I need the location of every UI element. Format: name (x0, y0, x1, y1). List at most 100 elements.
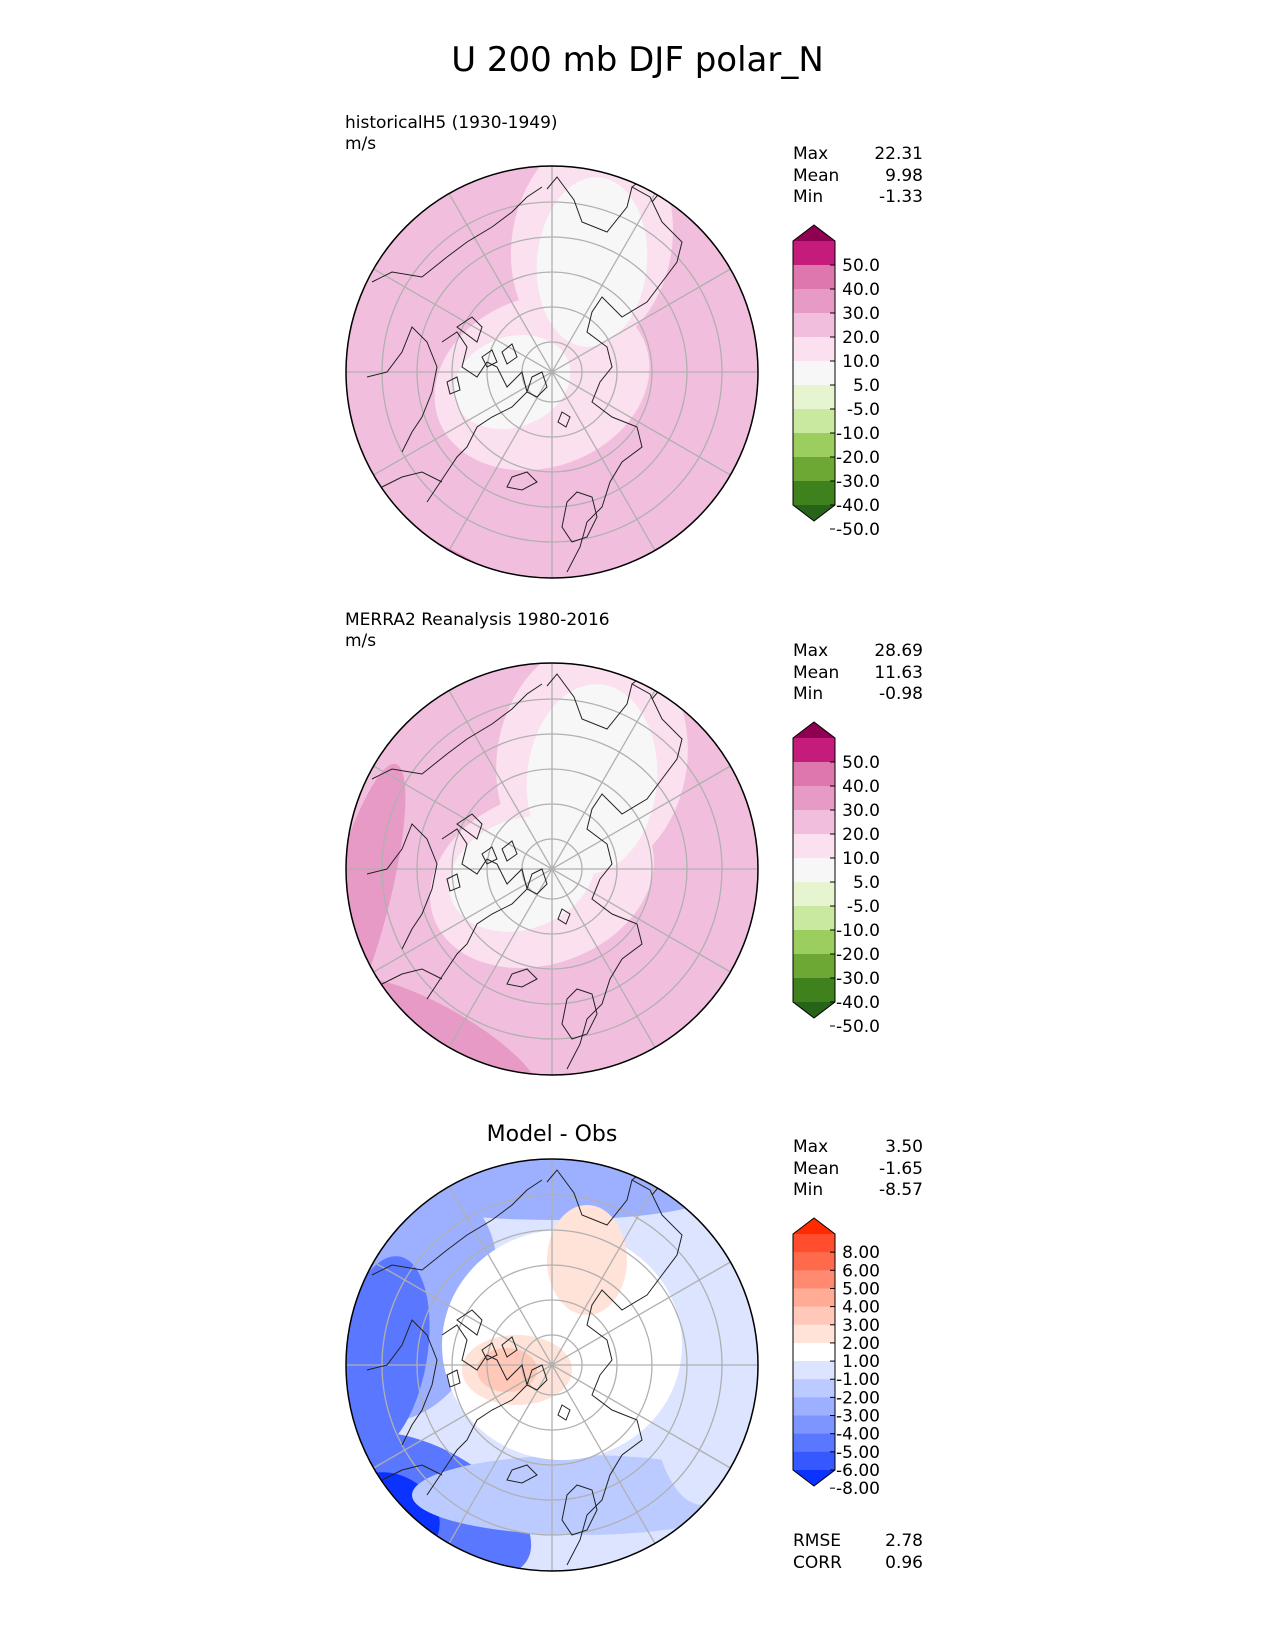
panel-1-units: m/s (345, 134, 377, 154)
colorbar-segment (793, 1252, 835, 1271)
colorbar-tick-label: 20.0 (842, 328, 880, 348)
colorbar-tick-label: 4.00 (842, 1298, 880, 1318)
stat-label: Mean (793, 1158, 840, 1179)
meridian-line (373, 765, 731, 973)
colorbar-tick-label: 6.00 (842, 1261, 880, 1281)
colorbar-segment (793, 1288, 835, 1308)
contour-region (412, 1455, 752, 1535)
colorbar-tick-label: -30.0 (836, 472, 880, 492)
colorbar-segment (793, 762, 835, 787)
stat-value: -1.33 (879, 187, 923, 207)
colorbar-extend-top (793, 722, 835, 738)
stat-value: 2.78 (885, 1531, 923, 1551)
contour-region (346, 763, 406, 1055)
colorbar-tick-label: 2.00 (842, 1334, 880, 1354)
colorbar-extend-bottom (793, 505, 835, 521)
colorbar-tick-label: -50.0 (836, 1017, 880, 1037)
colorbar-tick-label: -5.0 (847, 400, 880, 420)
colorbar-tick-label: -3.00 (836, 1407, 880, 1427)
colorbar-tick-label: -4.00 (836, 1425, 880, 1445)
colorbar-tick-label: 30.0 (842, 304, 880, 324)
stat-label: Mean (793, 165, 840, 186)
colorbar-segment (793, 1415, 835, 1435)
colorbar-tick-label: -10.0 (836, 424, 880, 444)
graticule (346, 663, 758, 1075)
colorbar-tick-label: 30.0 (842, 801, 880, 821)
colorbar-tick-label: 40.0 (842, 280, 880, 300)
colorbar-tick-label: -8.00 (836, 1479, 880, 1499)
panel-2-stats: Max 28.69 Mean 11.63 Min -0.98 (793, 641, 923, 706)
colorbar-tick-label: 40.0 (842, 777, 880, 797)
stat-label: RMSE (793, 1531, 842, 1551)
colorbar-tick-label: -2.00 (836, 1388, 880, 1408)
colorbar-tick-label: 5.0 (853, 873, 880, 893)
panel-2-label: MERRA2 Reanalysis 1980-2016 m/s (345, 610, 610, 652)
meridian-line (373, 1261, 731, 1469)
stat-value: 28.69 (874, 641, 923, 661)
map-boundary (345, 1158, 759, 1572)
colorbar-segment (793, 738, 835, 763)
colorbar-segment (793, 1361, 835, 1380)
stat-label: Max (793, 1137, 829, 1157)
colorbar-segment (793, 1379, 835, 1398)
colorbar-segment (793, 954, 835, 979)
colorbar-extend-top (793, 225, 835, 241)
colorbar-segment (793, 361, 835, 386)
colorbar-segment (793, 1433, 835, 1453)
colorbar-tick-label: 50.0 (842, 753, 880, 773)
panel-2-dataset: MERRA2 Reanalysis 1980-2016 (345, 610, 610, 630)
colorbar-segment (793, 1234, 835, 1253)
colorbar-segment (793, 834, 835, 859)
colorbar-segment (793, 409, 835, 434)
map-boundary (345, 662, 759, 1076)
colorbar-segment (793, 385, 835, 410)
colorbar-segment (793, 1451, 835, 1471)
colorbar-tick-label: -50.0 (836, 520, 880, 540)
colorbar-tick-label: 10.0 (842, 849, 880, 869)
colorbar-tick-label: -20.0 (836, 945, 880, 965)
colorbar-tick-label: 8.00 (842, 1243, 880, 1263)
colorbar-extend-bottom (793, 1470, 835, 1486)
colorbar-tick-label: -20.0 (836, 448, 880, 468)
colorbar-tick-label: 50.0 (842, 256, 880, 276)
colorbar: 50.0 40.0 30.0 20.0 10.0 5.0 -5.0 -10.0 -20.0 -30… (792, 721, 880, 1037)
colorbar-tick-label: -1.00 (836, 1370, 880, 1390)
stat-label: Min (793, 187, 824, 207)
colorbar-segment (793, 1324, 835, 1344)
colorbar-segment (793, 481, 835, 506)
colorbar-segment (793, 1306, 835, 1326)
stat-label: CORR (793, 1552, 842, 1573)
map-boundary (345, 165, 759, 579)
colorbar-segment (793, 786, 835, 811)
colorbar-tick-label: -40.0 (836, 993, 880, 1013)
colorbar-segment (793, 265, 835, 290)
contour-region (547, 1205, 627, 1315)
colorbar-tick-label: 5.0 (853, 376, 880, 396)
colorbar-segment (793, 241, 835, 266)
panel-3-stats: Max 3.50 Mean -1.65 Min -8.57 (793, 1137, 923, 1202)
colorbar-extend-bottom (793, 1002, 835, 1018)
colorbar-segment (793, 1397, 835, 1417)
map-panel-3 (346, 1159, 758, 1571)
panel-1-label: historicalH5 (1930-1949) m/s (345, 113, 558, 155)
panel-2-units: m/s (345, 631, 377, 651)
colorbar-tick-label: 10.0 (842, 352, 880, 372)
panel-3-error-stats: RMSE 2.78 CORR 0.96 (793, 1531, 923, 1574)
stat-label: Max (793, 641, 829, 661)
stat-value: 9.98 (885, 165, 923, 186)
colorbar-tick-label: -10.0 (836, 921, 880, 941)
stat-value: -8.57 (879, 1180, 923, 1200)
stat-label: Min (793, 684, 824, 704)
panel-1-dataset: historicalH5 (1930-1949) (345, 113, 558, 133)
stat-label: Mean (793, 662, 840, 683)
colorbar-tick-label: -40.0 (836, 496, 880, 516)
colorbar-extend-top (793, 1218, 835, 1234)
colorbar-segment (793, 858, 835, 883)
colorbar-segment (793, 337, 835, 362)
colorbar-tick-label: -5.0 (847, 897, 880, 917)
graticule (346, 166, 758, 578)
colorbar-segment (793, 906, 835, 931)
colorbar-segment (793, 433, 835, 458)
colorbar-tick-label: 1.00 (842, 1352, 880, 1372)
stat-value: -0.98 (879, 684, 923, 704)
